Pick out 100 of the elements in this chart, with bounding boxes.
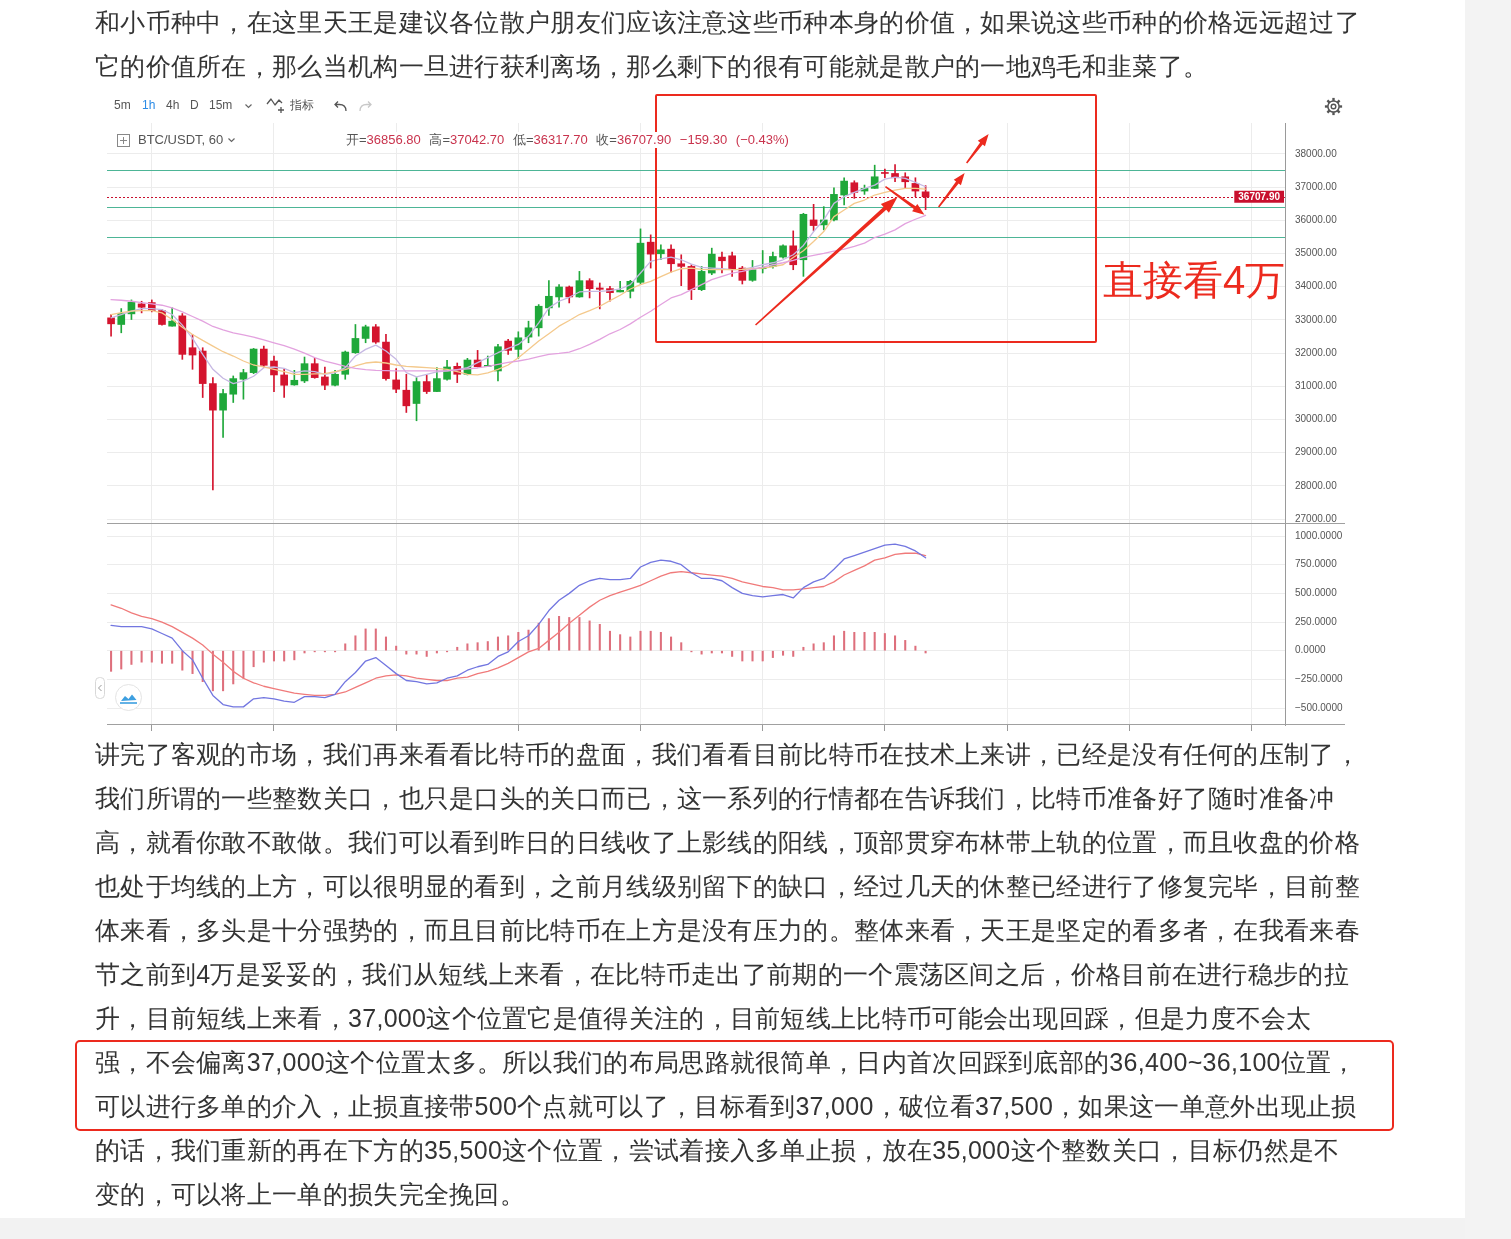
text: D bbox=[190, 98, 199, 113]
bar bbox=[619, 634, 622, 651]
candlestick bbox=[881, 168, 889, 179]
bar bbox=[822, 642, 825, 651]
text: 变的，可以将上一单的损失完全挽回。 bbox=[95, 1179, 526, 1210]
ref-line-label: 36707.90 bbox=[1238, 191, 1281, 203]
text: 强，不会偏离37,000这个位置太多。所以我们的布局思路就很简单，日内首次回踩到底部的36,400~36,100位置， bbox=[95, 1047, 1357, 1078]
bar bbox=[242, 650, 245, 679]
bar bbox=[639, 630, 642, 651]
bar bbox=[466, 643, 469, 651]
bar bbox=[160, 650, 164, 664]
bar bbox=[110, 650, 113, 672]
bar bbox=[527, 629, 530, 651]
bar bbox=[761, 650, 764, 662]
bar bbox=[507, 635, 510, 651]
y-tick-label: 32000.00 bbox=[1295, 346, 1338, 358]
bar bbox=[741, 650, 744, 662]
bar bbox=[802, 646, 805, 651]
bar bbox=[863, 632, 866, 651]
bar bbox=[812, 643, 815, 651]
bar bbox=[384, 636, 387, 651]
bar bbox=[344, 643, 347, 651]
bar bbox=[283, 650, 286, 662]
bar bbox=[395, 645, 398, 651]
bar bbox=[130, 650, 133, 665]
bar bbox=[364, 628, 367, 651]
bar bbox=[517, 632, 520, 651]
y-tick-label: 27000.00 bbox=[1295, 512, 1338, 524]
bar bbox=[547, 618, 550, 651]
bar bbox=[659, 632, 662, 651]
bar bbox=[578, 617, 581, 651]
y-tick-label: 36000.00 bbox=[1295, 214, 1338, 226]
candlestick bbox=[209, 377, 217, 491]
candlestick bbox=[677, 254, 686, 286]
bar bbox=[425, 650, 428, 657]
bar bbox=[608, 630, 611, 651]
text: 1h bbox=[142, 98, 156, 113]
bar bbox=[568, 617, 571, 651]
bar bbox=[588, 620, 591, 651]
y-tick-label: 29000.00 bbox=[1295, 446, 1338, 458]
text: 体来看，多头是十分强势的，而且目前比特币在上方是没有压力的。整体来看，天王是坚定的看多者，在我看来春 bbox=[95, 915, 1360, 946]
text: 和小币种中，在这里天王是建议各位散户朋友们应该注意这些币种本身的价值，如果说这些币种的价格远远超过了 bbox=[95, 7, 1360, 38]
y-tick-label: 34000.00 bbox=[1295, 280, 1338, 292]
bar bbox=[751, 650, 754, 662]
y-tick-label: 28000.00 bbox=[1295, 479, 1338, 491]
bar bbox=[598, 624, 601, 651]
y-tick-label: −500.0000 bbox=[1295, 701, 1343, 713]
text: 4h bbox=[166, 98, 180, 113]
bar bbox=[649, 630, 652, 651]
bar bbox=[894, 635, 897, 651]
bar bbox=[120, 650, 123, 670]
bar bbox=[904, 640, 907, 651]
y-tick-label: 33000.00 bbox=[1295, 313, 1338, 325]
text: 升，目前短线上来看，37,000这个位置它是值得关注的，目前短线上比特币可能会出现回踩，但是力度不会太 bbox=[95, 1003, 1312, 1034]
text: 讲完了客观的市场，我们再来看看比特币的盘面，我们看看目前比特币在技术上来讲，已经是没有任何的压制了， bbox=[95, 739, 1360, 770]
bar bbox=[262, 650, 265, 663]
text: 可以进行多单的介入，止损直接带500个点就可以了，目标看到37,000，破位看37,500，如果这一单意外出现止损 bbox=[95, 1091, 1357, 1122]
bar bbox=[293, 650, 296, 661]
y-tick-label: 0.0000 bbox=[1295, 644, 1327, 656]
text: 节之前到4万是妥妥的，我们从短线上来看，在比特币走出了前期的一个震荡区间之后，价格目前在进行稳步的拉 bbox=[95, 959, 1349, 990]
bar bbox=[914, 645, 917, 651]
bar bbox=[354, 635, 357, 651]
text: 15m bbox=[209, 98, 233, 113]
bar bbox=[782, 650, 785, 656]
candlestick bbox=[595, 282, 604, 310]
bar bbox=[771, 650, 774, 658]
text: 的话，我们重新的再在下方的35,500这个位置，尝试着接入多单止损，放在35,000这个整数关口，目标仍然是不 bbox=[95, 1135, 1340, 1166]
text: BTC/USDT, 60 bbox=[138, 132, 224, 148]
y-tick-label: 38000.00 bbox=[1295, 147, 1338, 159]
bar bbox=[140, 650, 143, 663]
bar bbox=[731, 650, 734, 657]
bar bbox=[181, 650, 184, 671]
bar bbox=[150, 650, 153, 663]
bar bbox=[670, 636, 673, 651]
y-tick-label: −250.0000 bbox=[1295, 673, 1343, 685]
y-tick-label: 750.0000 bbox=[1295, 558, 1338, 570]
bar bbox=[374, 628, 377, 651]
text: 它的价值所在，那么当机构一旦进行获利离场，那么剩下的很有可能就是散户的一地鸡毛和韭菜了。 bbox=[95, 51, 1209, 82]
bar bbox=[211, 650, 214, 692]
bar bbox=[832, 635, 835, 651]
text: 我们所谓的一些整数关口，也只是口头的关口而已，这一系列的行情都在告诉我们，比特币准备好了随时准备冲 bbox=[95, 783, 1335, 814]
bar bbox=[486, 641, 489, 651]
bar bbox=[303, 650, 306, 654]
text: 5m bbox=[114, 98, 131, 113]
bar bbox=[272, 650, 276, 662]
y-tick-label: 250.0000 bbox=[1295, 615, 1338, 627]
bar bbox=[843, 630, 846, 651]
y-tick-label: 30000.00 bbox=[1295, 413, 1338, 425]
bar bbox=[883, 633, 886, 651]
bar bbox=[232, 650, 235, 685]
text: 直接看4万 bbox=[1103, 257, 1286, 304]
bar bbox=[415, 650, 418, 655]
bar bbox=[680, 642, 683, 651]
y-tick-label: 1000.0000 bbox=[1295, 529, 1343, 541]
text: 也处于均线的上方，可以很明显的看到，之前月线级别留下的缺口，经过几天的休整已经进行了修复完毕，目前整 bbox=[95, 871, 1360, 902]
bar bbox=[252, 650, 255, 668]
bar bbox=[792, 650, 795, 657]
bar bbox=[496, 636, 499, 651]
bar bbox=[558, 615, 561, 651]
text: 指标 bbox=[290, 98, 314, 113]
